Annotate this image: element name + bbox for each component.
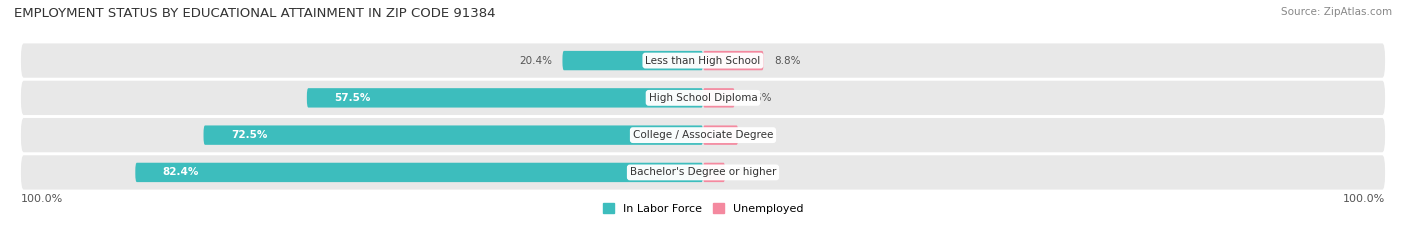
- Text: Source: ZipAtlas.com: Source: ZipAtlas.com: [1281, 7, 1392, 17]
- Text: 3.2%: 3.2%: [735, 168, 762, 177]
- Text: Less than High School: Less than High School: [645, 56, 761, 65]
- Text: Bachelor's Degree or higher: Bachelor's Degree or higher: [630, 168, 776, 177]
- Text: 100.0%: 100.0%: [1343, 194, 1385, 204]
- FancyBboxPatch shape: [703, 163, 725, 182]
- FancyBboxPatch shape: [703, 125, 738, 145]
- Text: High School Diploma: High School Diploma: [648, 93, 758, 103]
- FancyBboxPatch shape: [21, 43, 1385, 78]
- Legend: In Labor Force, Unemployed: In Labor Force, Unemployed: [598, 199, 808, 218]
- FancyBboxPatch shape: [703, 51, 763, 70]
- FancyBboxPatch shape: [21, 155, 1385, 190]
- Text: 57.5%: 57.5%: [335, 93, 371, 103]
- Text: 82.4%: 82.4%: [163, 168, 200, 177]
- FancyBboxPatch shape: [562, 51, 703, 70]
- Text: 100.0%: 100.0%: [21, 194, 63, 204]
- Text: 4.6%: 4.6%: [745, 93, 772, 103]
- FancyBboxPatch shape: [307, 88, 703, 108]
- FancyBboxPatch shape: [21, 118, 1385, 152]
- Text: 20.4%: 20.4%: [519, 56, 553, 65]
- FancyBboxPatch shape: [21, 81, 1385, 115]
- Text: 5.1%: 5.1%: [748, 130, 775, 140]
- FancyBboxPatch shape: [135, 163, 703, 182]
- FancyBboxPatch shape: [204, 125, 703, 145]
- Text: College / Associate Degree: College / Associate Degree: [633, 130, 773, 140]
- Text: 8.8%: 8.8%: [773, 56, 800, 65]
- Text: 72.5%: 72.5%: [231, 130, 267, 140]
- Text: EMPLOYMENT STATUS BY EDUCATIONAL ATTAINMENT IN ZIP CODE 91384: EMPLOYMENT STATUS BY EDUCATIONAL ATTAINM…: [14, 7, 495, 20]
- FancyBboxPatch shape: [703, 88, 735, 108]
